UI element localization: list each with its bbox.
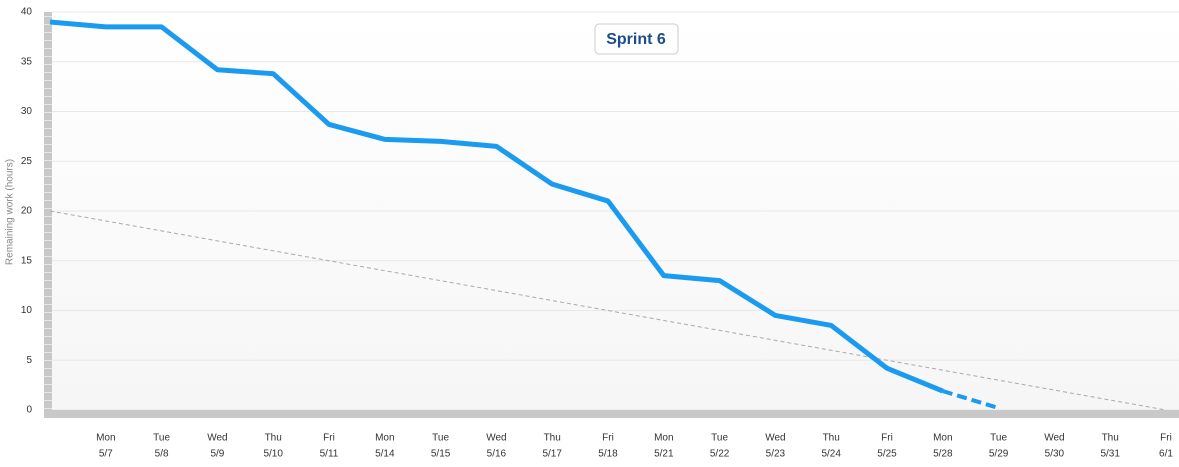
x-tick-label: Tue bbox=[990, 433, 1007, 444]
x-tick-date: 6/1 bbox=[1159, 449, 1173, 460]
x-tick-label: Fri bbox=[602, 433, 614, 444]
x-tick-date: 5/24 bbox=[821, 449, 841, 460]
x-tick-date: 5/21 bbox=[654, 449, 674, 460]
x-tick-date: 5/15 bbox=[431, 449, 451, 460]
x-tick-date: 5/18 bbox=[598, 449, 618, 460]
x-tick-date: 5/8 bbox=[155, 449, 169, 460]
x-tick-label: Mon bbox=[375, 433, 394, 444]
x-tick-date: 5/29 bbox=[989, 449, 1009, 460]
x-tick-date: 5/10 bbox=[263, 449, 283, 460]
x-tick-label: Tue bbox=[432, 433, 449, 444]
x-tick-label: Thu bbox=[823, 433, 840, 444]
x-tick-label: Wed bbox=[1044, 433, 1064, 444]
series-line bbox=[942, 389, 1000, 410]
series-line bbox=[49, 19, 944, 394]
y-tick-label: 5 bbox=[26, 355, 32, 366]
x-tick-date: 5/31 bbox=[1100, 449, 1120, 460]
x-tick-label: Wed bbox=[486, 433, 506, 444]
x-tick-label: Fri bbox=[323, 433, 335, 444]
x-tick-label: Thu bbox=[1102, 433, 1119, 444]
y-axis-label: Remaining work (hours) bbox=[5, 159, 16, 265]
x-tick-date: 5/7 bbox=[99, 449, 113, 460]
x-tick-label: Thu bbox=[544, 433, 561, 444]
x-tick-label: Mon bbox=[96, 433, 115, 444]
x-tick-date: 5/16 bbox=[487, 449, 507, 460]
x-tick-date: 5/25 bbox=[877, 449, 897, 460]
y-axis-bar bbox=[44, 12, 52, 418]
y-tick-label: 25 bbox=[21, 156, 33, 167]
x-tick-label: Tue bbox=[711, 433, 728, 444]
x-axis-bar bbox=[44, 410, 1179, 418]
y-tick-label: 30 bbox=[21, 106, 33, 117]
y-tick-label: 35 bbox=[21, 56, 33, 67]
x-tick-label: Mon bbox=[933, 433, 952, 444]
x-tick-date: 5/9 bbox=[210, 449, 224, 460]
x-tick-date: 5/30 bbox=[1045, 449, 1065, 460]
x-tick-date: 5/28 bbox=[933, 449, 953, 460]
x-tick-label: Tue bbox=[153, 433, 170, 444]
x-tick-date: 5/14 bbox=[375, 449, 395, 460]
x-tick-label: Wed bbox=[765, 433, 785, 444]
title-box bbox=[594, 23, 679, 55]
y-tick-label: 10 bbox=[21, 305, 33, 316]
chart-title: Sprint 6 bbox=[606, 31, 666, 48]
x-tick-label: Fri bbox=[881, 433, 893, 444]
x-tick-label: Fri bbox=[1160, 433, 1172, 444]
x-tick-date: 5/11 bbox=[320, 449, 339, 460]
x-tick-date: 5/23 bbox=[766, 449, 786, 460]
x-tick-label: Wed bbox=[207, 433, 227, 444]
x-tick-label: Mon bbox=[654, 433, 673, 444]
x-tick-label: Thu bbox=[265, 433, 282, 444]
y-tick-label: 40 bbox=[21, 7, 33, 18]
y-tick-label: 15 bbox=[21, 255, 33, 266]
x-tick-date: 5/17 bbox=[542, 449, 562, 460]
y-tick-label: 0 bbox=[26, 405, 32, 416]
y-tick-label: 20 bbox=[21, 206, 33, 217]
x-tick-date: 5/22 bbox=[710, 449, 730, 460]
